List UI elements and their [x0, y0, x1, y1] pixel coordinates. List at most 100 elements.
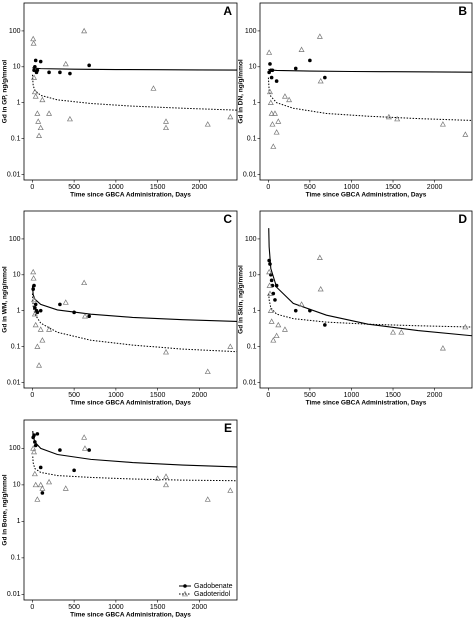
point [439, 121, 446, 127]
y-tick-label: 0.1 [247, 135, 257, 142]
y-tick-label: 100 [245, 28, 257, 35]
fit-line [268, 293, 473, 328]
y-tick-label: 1 [17, 308, 21, 315]
point [323, 75, 327, 80]
point [398, 329, 405, 335]
point [36, 362, 43, 368]
x-tick-label: 500 [304, 392, 316, 399]
x-tick-label: 1000 [108, 604, 124, 611]
x-tick-label: 0 [266, 184, 270, 191]
y-axis-title: Gd in Bone, ng/g/mmol [2, 474, 9, 545]
point [270, 143, 277, 149]
point [281, 93, 288, 99]
x-tick-label: 1500 [150, 604, 166, 611]
y-tick-label: 1 [17, 100, 21, 107]
y-tick-label: 100 [9, 236, 21, 243]
x-axis-title: Time since GBCA Administration, Days [70, 612, 191, 619]
point [273, 129, 280, 135]
fit-line [31, 285, 238, 323]
point [81, 279, 88, 286]
point [266, 268, 273, 275]
point [32, 481, 39, 488]
panel-label: C [223, 212, 232, 226]
point [227, 343, 234, 349]
x-axis-title: Time since GBCA Administration, Days [70, 192, 191, 199]
point [58, 302, 62, 307]
point [81, 434, 88, 440]
point [39, 96, 46, 103]
point [62, 485, 69, 491]
y-axis-title: Gd in Skin, ng/g/mmol [238, 265, 245, 334]
x-tick-label: 0 [266, 392, 270, 399]
point [150, 85, 157, 91]
point [316, 33, 323, 39]
point [72, 468, 76, 473]
x-tick-label: 1000 [108, 184, 124, 191]
x-tick-label: 1500 [385, 184, 401, 191]
point [36, 132, 43, 138]
point [154, 475, 161, 481]
point [316, 254, 323, 260]
y-tick-label: 10 [13, 272, 21, 279]
point [30, 275, 37, 281]
point [32, 433, 36, 437]
point [227, 487, 234, 493]
y-tick-label: 1 [253, 100, 257, 107]
point [227, 113, 234, 120]
point [58, 70, 62, 75]
point [31, 470, 38, 477]
point [298, 46, 305, 52]
point [81, 445, 88, 451]
x-tick-label: 0 [30, 604, 34, 611]
x-axis-title: Time since GBCA Administration, Days [306, 192, 427, 199]
point [269, 75, 274, 80]
point [33, 58, 38, 63]
point [266, 290, 273, 296]
point [268, 318, 275, 324]
y-tick-label: 0.1 [247, 343, 257, 350]
legend-label: Gadoteridol [194, 591, 231, 598]
point [38, 59, 43, 64]
y-axis-title: Gd in WM, ng/g/mmol [2, 266, 9, 333]
point [68, 71, 72, 76]
panel-label: B [458, 4, 467, 18]
point [34, 110, 41, 116]
point [298, 301, 305, 307]
fit-line [268, 68, 473, 73]
point [270, 337, 277, 343]
point [33, 302, 38, 307]
legend-label: Gadobenate [194, 583, 233, 590]
x-tick-label: 2000 [427, 184, 443, 191]
panel-label: D [458, 212, 467, 226]
x-tick-label: 1000 [108, 392, 124, 399]
point [275, 118, 282, 124]
x-tick-label: 2000 [192, 184, 208, 191]
y-tick-label: 10 [249, 64, 257, 71]
point [390, 329, 397, 335]
point [46, 326, 53, 332]
point [274, 79, 279, 83]
legend-marker [182, 590, 188, 597]
point [35, 432, 40, 436]
fit-line [31, 74, 238, 111]
y-tick-label: 100 [9, 28, 21, 35]
point [32, 93, 39, 99]
point [267, 307, 274, 313]
plot-frame [23, 210, 238, 389]
point [38, 308, 43, 313]
y-tick-label: 0.01 [7, 379, 21, 386]
point [35, 310, 40, 315]
panel-label: E [224, 421, 232, 435]
point [39, 337, 46, 343]
y-axis-title: Gd in DN, ng/g/mmol [238, 59, 245, 123]
point [293, 66, 298, 71]
point [317, 285, 324, 292]
point [35, 118, 42, 124]
point [34, 496, 41, 502]
point [281, 326, 288, 332]
point [266, 282, 273, 288]
point [204, 496, 211, 502]
